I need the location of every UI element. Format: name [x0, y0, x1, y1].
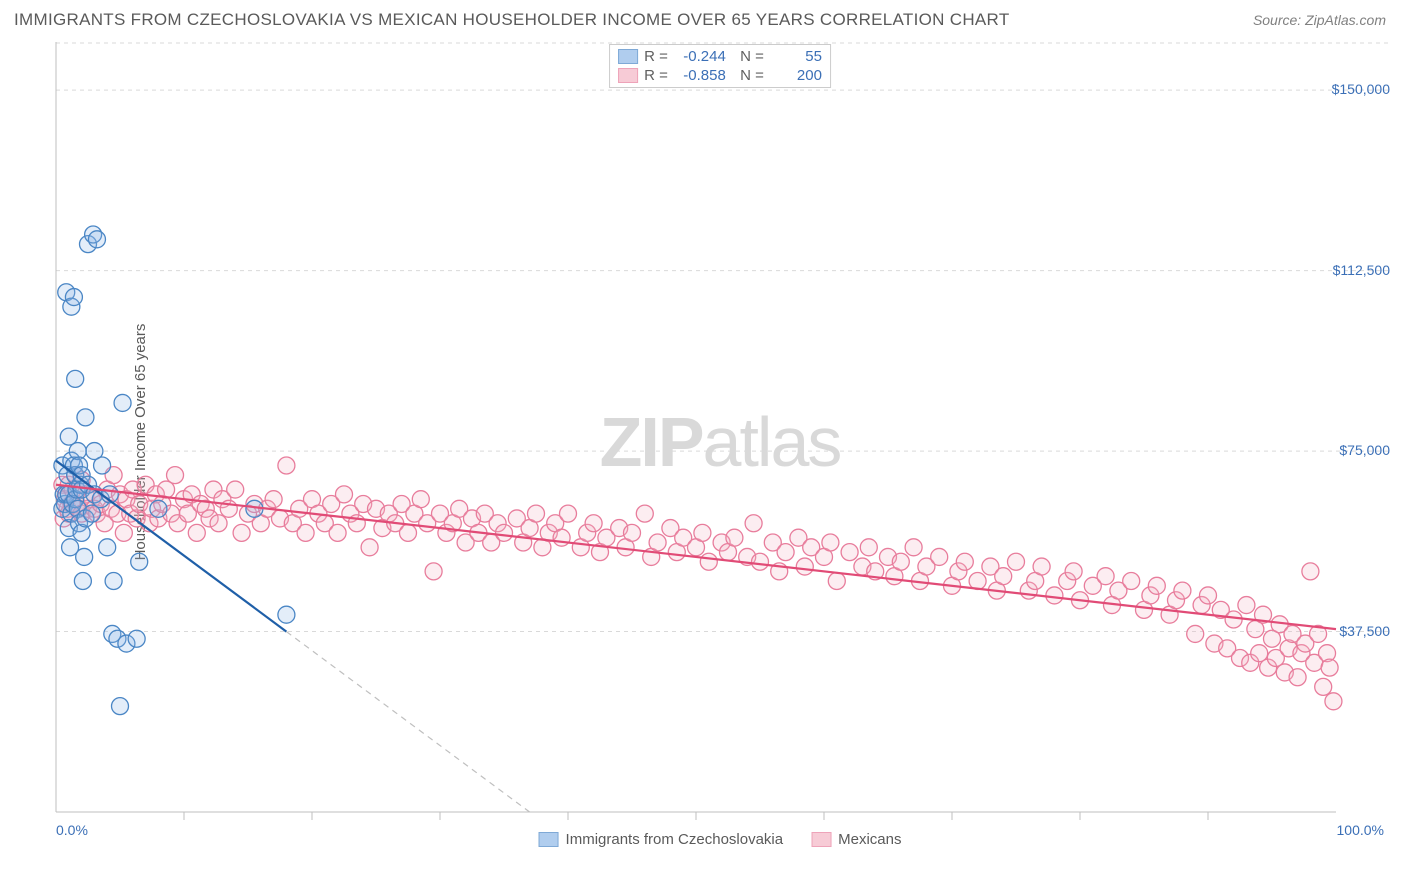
legend-item: Mexicans	[811, 831, 901, 848]
stats-legend: R = -0.244 N = 55R = -0.858 N = 200	[609, 44, 831, 88]
x-tick-label: 0.0%	[56, 822, 88, 838]
stat-n-label: N =	[732, 48, 764, 65]
legend-label: Mexicans	[838, 831, 901, 848]
chart-area: Householder Income Over 65 years ZIPatla…	[50, 42, 1390, 842]
legend-swatch	[618, 68, 638, 83]
legend-item: Immigrants from Czechoslovakia	[539, 831, 784, 848]
x-tick-label: 100.0%	[1337, 822, 1384, 838]
y-tick-label: $150,000	[1332, 81, 1390, 97]
legend-swatch	[539, 832, 559, 847]
stat-r-label: R =	[644, 67, 668, 84]
stat-r-value: -0.858	[674, 67, 726, 84]
scatter-plot	[50, 42, 1390, 842]
y-tick-label: $37,500	[1339, 623, 1390, 639]
source-label: Source: ZipAtlas.com	[1253, 12, 1386, 28]
bottom-legend: Immigrants from Czechoslovakia Mexicans	[539, 831, 902, 848]
chart-title: IMMIGRANTS FROM CZECHOSLOVAKIA VS MEXICA…	[14, 10, 1010, 30]
stat-r-label: R =	[644, 48, 668, 65]
y-tick-label: $112,500	[1333, 262, 1390, 278]
legend-swatch	[618, 49, 638, 64]
stat-n-label: N =	[732, 67, 764, 84]
stat-n-value: 200	[770, 67, 822, 84]
y-tick-label: $75,000	[1339, 442, 1390, 458]
legend-swatch	[811, 832, 831, 847]
stats-row: R = -0.244 N = 55	[616, 47, 824, 66]
stat-r-value: -0.244	[674, 48, 726, 65]
legend-label: Immigrants from Czechoslovakia	[566, 831, 784, 848]
stats-row: R = -0.858 N = 200	[616, 66, 824, 85]
title-bar: IMMIGRANTS FROM CZECHOSLOVAKIA VS MEXICA…	[0, 0, 1406, 36]
stat-n-value: 55	[770, 48, 822, 65]
